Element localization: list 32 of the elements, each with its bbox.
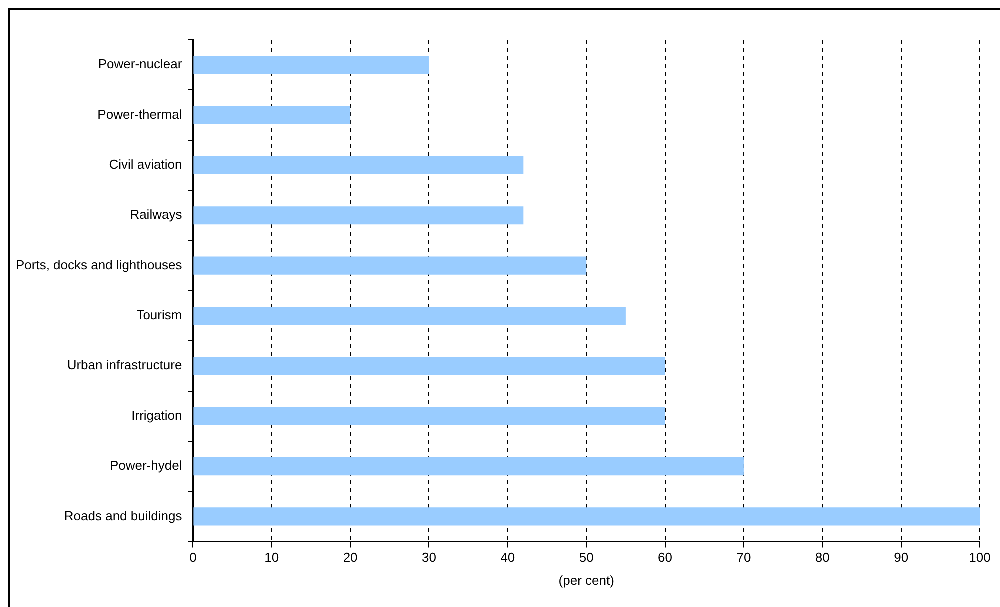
bar: [194, 407, 666, 426]
y-tick-label: Power-hydel: [110, 458, 182, 474]
y-tick-label: Railways: [130, 207, 183, 222]
x-tick-label: 60: [658, 550, 673, 566]
bar: [194, 458, 744, 476]
y-tick-label: Power-thermal: [98, 106, 182, 122]
x-tick-label: 70: [736, 550, 752, 566]
y-tick-label: Tourism: [136, 308, 182, 323]
x-tick-label: 40: [500, 550, 516, 566]
x-axis-title: (per cent): [558, 572, 614, 588]
bar: [194, 56, 430, 74]
x-tick-label: 100: [969, 550, 991, 566]
y-tick-label: Roads and buildings: [64, 508, 183, 524]
x-tick-label: 20: [343, 550, 358, 566]
bar: [194, 256, 587, 275]
y-tick-label: Ports, docks and lighthouses: [16, 257, 183, 272]
x-tick-label: 30: [422, 550, 436, 566]
x-tick-label: 90: [894, 550, 909, 566]
bar: [194, 106, 351, 124]
bar: [194, 508, 980, 526]
x-tick-label: 10: [264, 550, 280, 566]
bar: [194, 156, 524, 174]
y-tick-label: Power-nuclear: [98, 56, 183, 72]
x-tick-label: 0: [190, 550, 197, 566]
x-tick-label: 80: [815, 550, 830, 566]
bar: [194, 357, 666, 376]
y-tick-label: Civil aviation: [109, 157, 182, 172]
x-tick-label: 50: [579, 550, 594, 566]
bar: [194, 206, 524, 225]
y-tick-label: Irrigation: [132, 408, 182, 423]
y-tick-label: Urban infrastructure: [67, 358, 182, 373]
bar: [194, 306, 626, 326]
